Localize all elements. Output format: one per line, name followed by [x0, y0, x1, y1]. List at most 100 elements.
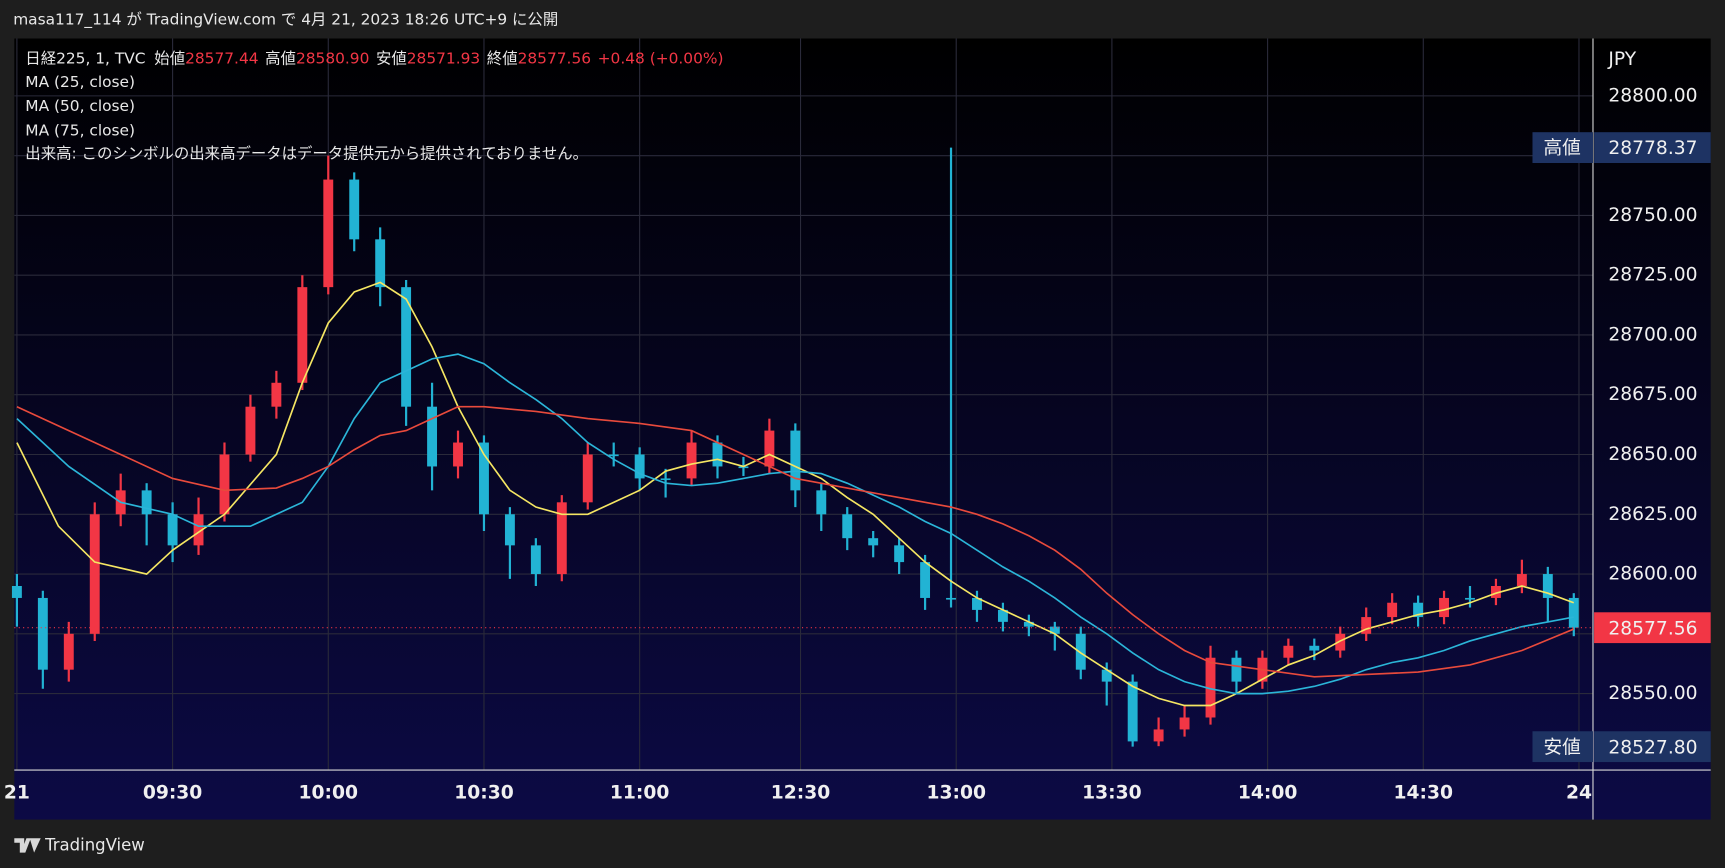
- candle-body: [634, 454, 645, 479]
- candle-body: [868, 538, 879, 546]
- volume-note: 出来高: このシンボルの出来高データはデータ提供元から提供されておりません。: [25, 144, 588, 163]
- y-tick-label: 28650.00: [1608, 444, 1697, 465]
- publish-text: masa117_114 が TradingView.com で 4月 21, 2…: [13, 10, 558, 29]
- low-value: 28571.93: [407, 49, 480, 67]
- candle-body: [1387, 602, 1398, 618]
- x-tick-label: 13:30: [1082, 783, 1141, 804]
- symbol: 日経225, 1, TVC: [25, 49, 145, 67]
- candle-body: [556, 502, 567, 575]
- candle-body: [1516, 574, 1527, 586]
- x-tick-label: 10:00: [299, 783, 358, 804]
- legend-entry: MA (50, close): [25, 97, 135, 115]
- chart-background: [14, 38, 1711, 820]
- y-tick-label: 28800.00: [1608, 85, 1697, 106]
- candle-body: [1153, 729, 1164, 742]
- candle-body: [141, 490, 152, 515]
- ma-line: [16, 405, 1575, 678]
- x-tick-label: 09:30: [143, 783, 202, 804]
- x-tick-label: 11:00: [610, 783, 669, 804]
- y-tick-label: 28675.00: [1608, 384, 1697, 405]
- y-tick-label: 28625.00: [1608, 504, 1697, 525]
- candle-body: [660, 478, 671, 481]
- candle-body: [997, 609, 1008, 622]
- ma-line: [16, 353, 1574, 695]
- candle-body: [920, 562, 931, 598]
- candle-body: [193, 514, 204, 546]
- candle-body: [375, 239, 386, 288]
- candle-body: [453, 442, 463, 467]
- close-value: 28577.56: [518, 49, 591, 67]
- candle-body: [1205, 657, 1216, 718]
- logo: TradingView: [14, 835, 145, 854]
- candle-body: [1413, 602, 1424, 618]
- legend-entry: MA (75, close): [25, 121, 135, 139]
- x-tick-label: 14:00: [1238, 783, 1297, 804]
- candle-body: [349, 179, 360, 240]
- ma-line: [16, 281, 1575, 707]
- candle-body: [401, 287, 412, 407]
- candle-body: [842, 514, 853, 539]
- candle-body: [1465, 597, 1475, 600]
- candle-body: [582, 454, 593, 503]
- y-tick-label: 28550.00: [1608, 683, 1697, 704]
- candle-body: [1309, 645, 1320, 651]
- y-tick-label: 28750.00: [1608, 205, 1697, 226]
- candle-body: [1568, 597, 1579, 628]
- high-label: 高値: [265, 49, 296, 67]
- candle-body: [608, 454, 619, 457]
- candle-body: [946, 597, 956, 600]
- x-tick-label: 21: [4, 783, 30, 804]
- last-price-badge: [1594, 612, 1711, 644]
- candle-body: [504, 514, 515, 546]
- candle-body: [816, 490, 827, 515]
- candle-body: [271, 382, 282, 407]
- candle-body: [11, 585, 22, 598]
- y-tick-label: 28725.00: [1608, 265, 1697, 286]
- close-label: 終値: [487, 49, 518, 67]
- candle-body: [1361, 617, 1372, 634]
- candle-body: [37, 597, 48, 670]
- candle-body: [790, 430, 801, 491]
- high_marker-label: 高値: [1543, 138, 1580, 159]
- candle-body: [323, 179, 334, 288]
- candle-body: [764, 430, 775, 467]
- x-tick-label: 14:30: [1394, 783, 1453, 804]
- high_marker-badge: [1594, 132, 1711, 163]
- plot: [11, 147, 1593, 747]
- candle-body: [1439, 597, 1449, 618]
- candle-body: [297, 287, 308, 383]
- high_marker-value: 28778.37: [1608, 138, 1697, 159]
- x-tick-label: 13:00: [926, 783, 985, 804]
- candle-body: [530, 545, 541, 575]
- low_marker-label: 安値: [1543, 737, 1580, 758]
- candle-body: [427, 406, 438, 467]
- y-tick-label: 28600.00: [1608, 564, 1697, 585]
- candle-body: [1075, 633, 1086, 670]
- x-tick-label: 24: [1566, 783, 1592, 804]
- x-tick-label: 10:30: [454, 783, 513, 804]
- low_marker-value: 28527.80: [1608, 737, 1697, 758]
- candle-body: [1335, 633, 1346, 651]
- candle-body: [1127, 681, 1138, 742]
- high_marker-badge-label: [1532, 132, 1593, 163]
- candle-body: [712, 442, 723, 467]
- legend-entry: MA (25, close): [25, 73, 135, 91]
- candle-body: [219, 454, 230, 515]
- candle-body: [63, 633, 74, 670]
- candle-body: [894, 545, 905, 563]
- high-value: 28580.90: [296, 49, 369, 67]
- candle-body: [1023, 621, 1034, 627]
- candle-body: [1542, 574, 1553, 598]
- ohlc-header: 日経225, 1, TVC 始値28577.44 高値28580.90 安値28571…: [25, 49, 723, 67]
- currency: JPY: [1607, 49, 1636, 70]
- candle-body: [1049, 626, 1060, 634]
- candle-body: [89, 514, 100, 634]
- last-price-label: 28577.56: [1608, 618, 1697, 639]
- candle-body: [1179, 717, 1190, 730]
- candle-body: [1101, 669, 1112, 682]
- logo-text: TradingView: [44, 835, 145, 854]
- low_marker-badge: [1594, 731, 1711, 763]
- logo-icon: [14, 838, 41, 853]
